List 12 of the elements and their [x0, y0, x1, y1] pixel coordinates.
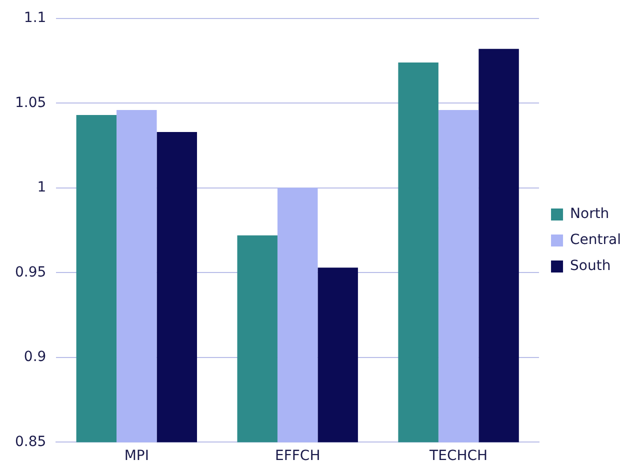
y-tick-label: 0.95: [15, 264, 46, 280]
x-tick-label: MPI: [124, 448, 149, 464]
y-tick-label: 1: [37, 180, 46, 196]
x-tick-label: EFFCH: [274, 448, 320, 464]
x-tick-label: TECHCH: [428, 448, 488, 464]
legend-label: North: [570, 206, 610, 222]
y-tick-label: 1.05: [15, 94, 46, 111]
y-tick-label: 1.1: [24, 10, 46, 26]
legend-label: South: [570, 258, 611, 274]
y-tick-label: 0.85: [15, 434, 46, 450]
y-tick-label: 0.9: [24, 349, 46, 366]
legend-label: Central: [570, 232, 622, 248]
